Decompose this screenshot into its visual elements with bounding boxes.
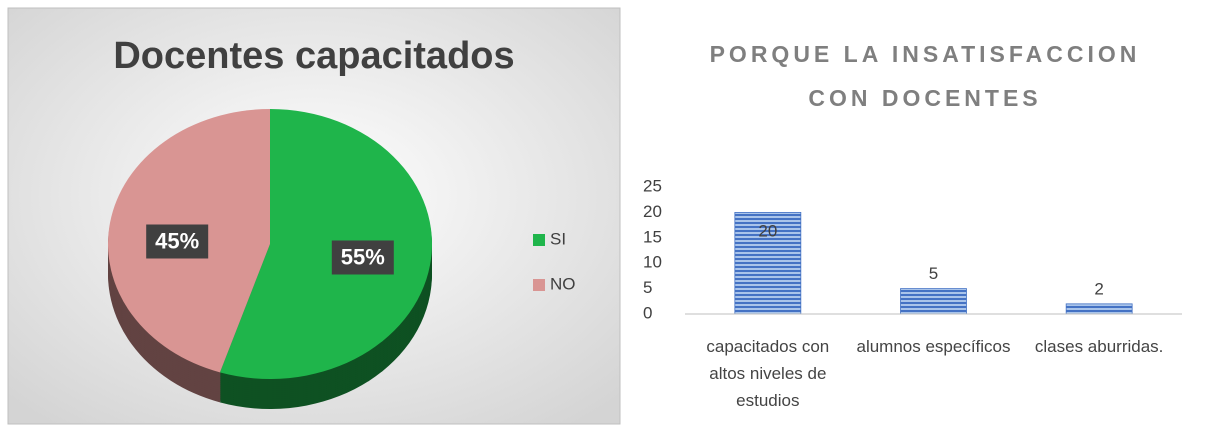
y-tick-label: 25	[643, 176, 662, 195]
bar	[900, 288, 967, 315]
data-label-box	[331, 240, 394, 275]
legend-swatch	[533, 234, 545, 246]
y-tick-label: 10	[643, 253, 662, 272]
data-label: 2	[1094, 279, 1103, 298]
pie-slice	[219, 109, 432, 379]
pie-title: Docentes capacitados	[113, 35, 514, 77]
x-tick-label: clases aburridas.	[1034, 337, 1164, 356]
data-label: 5	[929, 264, 938, 283]
bar-title: PORQUE LA INSATISFACCION CON DOCENTES	[709, 41, 1141, 111]
y-tick-label: 5	[643, 278, 652, 297]
data-label: 45%	[155, 228, 199, 253]
legend-label: SI	[550, 229, 566, 248]
x-tick-label: alumnos específicos	[856, 337, 1011, 356]
data-label-box	[146, 224, 209, 259]
legend-swatch	[533, 279, 545, 291]
legend-label: NO	[550, 274, 576, 293]
y-tick-label: 15	[643, 227, 662, 246]
bar	[734, 211, 802, 315]
data-label: 55%	[341, 244, 385, 269]
x-tick-label: capacitados con altos niveles de estudio…	[706, 337, 830, 410]
y-tick-label: 20	[643, 202, 662, 221]
bar	[1065, 303, 1133, 315]
data-label: 20	[758, 221, 777, 240]
y-tick-label: 0	[643, 303, 652, 322]
